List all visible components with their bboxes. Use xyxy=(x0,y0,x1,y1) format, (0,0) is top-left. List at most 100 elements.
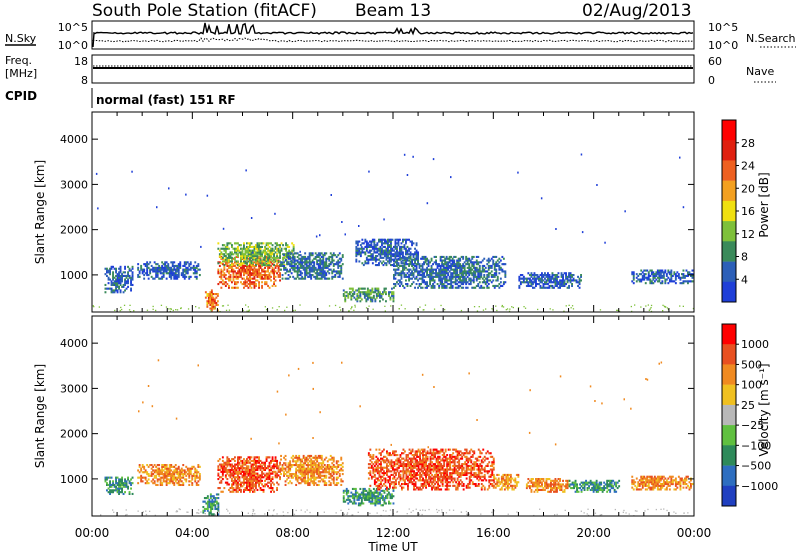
data-cell xyxy=(265,459,268,463)
data-cell xyxy=(171,274,174,277)
data-cell xyxy=(441,277,444,280)
data-cell xyxy=(661,276,664,279)
data-cell xyxy=(311,480,314,483)
data-cell xyxy=(326,465,329,468)
data-cell xyxy=(311,476,314,479)
data-cell xyxy=(529,279,531,282)
data-cell xyxy=(168,464,171,467)
data-cell xyxy=(456,283,459,286)
data-cell xyxy=(519,277,522,280)
data-cell xyxy=(450,283,453,286)
data-cell xyxy=(273,467,275,470)
data-cell xyxy=(215,303,218,307)
isolated-cell xyxy=(383,218,385,221)
data-cell xyxy=(451,286,454,289)
data-cell xyxy=(261,467,263,470)
data-cell xyxy=(338,272,341,275)
data-cell xyxy=(366,293,369,296)
data-cell xyxy=(112,289,114,292)
data-cell xyxy=(368,491,371,494)
data-cell xyxy=(249,483,251,486)
data-cell xyxy=(364,245,367,249)
data-cell xyxy=(186,469,189,472)
data-cell xyxy=(223,275,226,278)
speckle-cell xyxy=(120,306,122,309)
data-cell xyxy=(320,458,323,461)
data-cell xyxy=(411,253,413,256)
data-cell xyxy=(223,487,226,490)
data-cell xyxy=(244,481,247,484)
data-cell xyxy=(535,284,537,288)
data-cell xyxy=(439,272,442,275)
data-cell xyxy=(408,255,410,259)
data-cell xyxy=(250,268,253,271)
data-cell xyxy=(489,264,492,268)
data-cell xyxy=(371,289,374,292)
data-cell xyxy=(267,268,269,271)
data-cell xyxy=(430,279,433,282)
data-cell xyxy=(571,274,573,277)
data-cell xyxy=(250,264,253,267)
data-cell xyxy=(258,467,260,470)
data-cell xyxy=(265,283,268,286)
data-cell xyxy=(466,270,469,273)
speckle-cell xyxy=(350,308,352,310)
data-cell xyxy=(659,271,662,274)
data-cell xyxy=(246,485,248,488)
data-cell xyxy=(389,497,392,500)
data-cell xyxy=(358,253,361,256)
data-cell xyxy=(557,272,560,275)
data-cell xyxy=(152,270,155,273)
data-cell xyxy=(345,294,348,297)
data-cell xyxy=(331,259,334,262)
data-cell xyxy=(661,282,664,285)
data-cell xyxy=(423,257,425,260)
data-cell xyxy=(189,471,192,474)
data-cell xyxy=(490,266,493,269)
data-cell xyxy=(317,476,320,479)
data-cell xyxy=(277,266,280,269)
data-cell xyxy=(450,281,453,284)
data-cell xyxy=(681,276,683,279)
data-cell xyxy=(378,264,380,267)
data-cell xyxy=(441,279,444,282)
data-cell xyxy=(392,294,395,297)
data-cell xyxy=(228,459,230,463)
data-cell xyxy=(255,272,257,275)
data-cell xyxy=(273,258,275,261)
data-cell xyxy=(231,487,233,490)
data-cell xyxy=(356,300,359,303)
data-cell xyxy=(649,282,652,285)
data-cell xyxy=(658,269,661,272)
data-cell xyxy=(432,277,434,280)
data-cell xyxy=(121,478,123,481)
data-cell xyxy=(460,270,463,273)
data-cell xyxy=(347,293,350,296)
data-cell xyxy=(217,459,220,463)
data-cell xyxy=(264,483,266,486)
data-cell xyxy=(372,495,375,498)
data-cell xyxy=(498,286,501,289)
data-cell xyxy=(267,277,269,280)
data-cell xyxy=(228,463,230,466)
data-cell xyxy=(310,274,313,277)
data-cell xyxy=(554,283,557,286)
data-cell xyxy=(249,283,251,286)
data-cell xyxy=(234,481,236,484)
data-cell xyxy=(304,458,307,461)
data-cell xyxy=(313,268,316,271)
data-cell xyxy=(369,466,372,469)
data-cell xyxy=(209,298,212,301)
data-cell xyxy=(383,291,386,294)
data-cell xyxy=(375,289,378,292)
data-cell xyxy=(341,254,344,257)
data-cell xyxy=(351,289,354,292)
data-cell xyxy=(377,491,380,494)
data-cell xyxy=(179,471,182,474)
data-cell xyxy=(310,275,313,278)
data-cell xyxy=(378,262,380,265)
data-cell xyxy=(495,255,498,259)
data-cell xyxy=(396,264,398,268)
data-cell xyxy=(165,482,168,485)
data-cell xyxy=(463,264,466,268)
